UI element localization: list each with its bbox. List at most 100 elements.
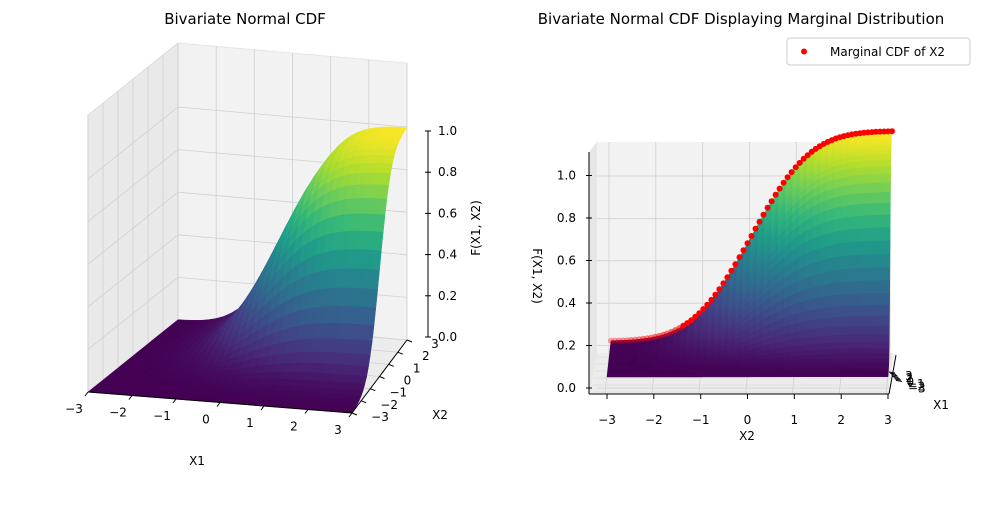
marginal-cdf-point xyxy=(784,174,791,181)
left-y-tick-label: 1 xyxy=(413,361,421,375)
right-surface-patch xyxy=(876,154,885,161)
right-surface-patch xyxy=(817,375,826,377)
marginal-cdf-point xyxy=(764,204,771,211)
right-surface-patch xyxy=(826,208,835,223)
right-surface-patch xyxy=(783,339,792,348)
right-surface-patch xyxy=(854,203,863,217)
right-surface-patch xyxy=(826,257,835,273)
right-surface-patch xyxy=(848,184,856,196)
left-surface-patch xyxy=(367,288,378,309)
right-surface-patch xyxy=(867,369,875,372)
marginal-cdf-point xyxy=(744,240,751,247)
right-surface-patch xyxy=(796,369,805,373)
right-x2-tick-label: −1 xyxy=(692,413,710,427)
right-surface-patch xyxy=(868,267,877,282)
right-surface-patch xyxy=(860,358,869,363)
marginal-cdf-point xyxy=(752,225,759,232)
right-surface-patch xyxy=(847,204,856,218)
marginal-cdf-point xyxy=(756,218,763,225)
right-surface-patch xyxy=(883,154,892,161)
right-x1-tick-label: 2 xyxy=(906,371,914,385)
right-surface-patch xyxy=(867,365,875,369)
right-surface-patch xyxy=(883,173,891,183)
left-surface-patch xyxy=(361,340,373,356)
right-surface-patch xyxy=(861,215,870,229)
right-surface-patch xyxy=(691,375,699,378)
right-surface-patch xyxy=(812,273,820,289)
left-z-tick-label: 0.2 xyxy=(438,289,457,303)
right-surface-patch xyxy=(811,318,820,330)
left-x-tick xyxy=(84,391,89,397)
right-surface-patch xyxy=(819,284,827,298)
right-x2-tick-label: 2 xyxy=(837,413,845,427)
right-surface-patch xyxy=(854,293,862,306)
right-surface-patch xyxy=(811,358,819,364)
marginal-cdf-point xyxy=(748,233,755,239)
right-surface-patch xyxy=(855,160,864,169)
marginal-cdf-point xyxy=(720,280,727,287)
left-z-axis-label: F(X1, X2) xyxy=(469,200,483,256)
right-surface-patch xyxy=(832,362,840,366)
right-surface-patch xyxy=(833,294,841,308)
right-surface-patch xyxy=(804,328,813,339)
marginal-cdf-point xyxy=(768,198,775,205)
right-surface-patch xyxy=(869,154,878,161)
right-surface-patch xyxy=(862,154,871,162)
marginal-cdf-point xyxy=(616,337,622,344)
right-surface-patch xyxy=(868,240,877,255)
right-surface-patch xyxy=(875,315,883,327)
right-surface-patch xyxy=(825,362,833,366)
right-surface-patch xyxy=(854,316,862,327)
left-x-tick-label: 0 xyxy=(202,413,210,427)
right-surface-patch xyxy=(797,337,806,346)
right-z-tick-label: 0.2 xyxy=(557,339,576,353)
left-surface xyxy=(87,126,408,413)
right-surface-patch xyxy=(883,182,891,193)
right-surface-patch xyxy=(832,358,840,363)
right-surface-patch xyxy=(804,362,812,367)
marginal-cdf-point xyxy=(636,336,643,343)
right-surface-patch xyxy=(883,145,892,151)
right-surface-patch xyxy=(853,362,861,366)
right-surface-patch xyxy=(853,369,861,372)
right-surface-patch xyxy=(838,369,847,372)
right-surface-patch xyxy=(790,345,799,353)
left-y-tick xyxy=(370,388,376,392)
marginal-cdf-point xyxy=(640,335,647,342)
left-surface-patch xyxy=(369,269,380,290)
marginal-cdf-point xyxy=(889,128,895,135)
right-surface-patch xyxy=(833,206,842,221)
right-surface-patch xyxy=(677,375,685,378)
right-surface-patch xyxy=(883,159,892,167)
left-x-tick xyxy=(128,395,133,400)
right-surface-patch xyxy=(846,334,855,343)
right-surface-patch xyxy=(790,363,798,367)
right-surface-patch xyxy=(848,193,856,206)
right-surface-patch xyxy=(845,375,854,377)
right-surface-patch xyxy=(848,175,856,186)
right-surface-patch xyxy=(881,334,890,343)
left-surface-patch xyxy=(354,383,366,392)
right-surface-patch xyxy=(839,362,847,366)
right-x1-tick-label: −2 xyxy=(908,379,926,393)
right-surface-patch xyxy=(818,335,827,344)
right-surface-patch xyxy=(818,358,826,364)
right-surface-patch xyxy=(874,358,883,363)
right-surface-patch xyxy=(783,351,792,358)
right-surface-patch xyxy=(790,355,798,361)
right-surface-patch xyxy=(853,348,862,355)
left-z-tick-label: 0.0 xyxy=(438,330,457,344)
right-surface-patch xyxy=(825,335,834,344)
right-surface-patch xyxy=(847,281,855,295)
marginal-cdf-point xyxy=(800,155,807,162)
right-surface-patch xyxy=(818,327,827,337)
left-surface-patch xyxy=(391,135,402,141)
right-surface-patch xyxy=(876,142,885,147)
right-surface-patch xyxy=(860,348,869,355)
left-y-tick-label: 0 xyxy=(404,374,412,388)
right-surface-patch xyxy=(875,214,884,229)
right-surface-patch xyxy=(705,375,713,378)
left-grid-line xyxy=(87,106,179,180)
right-surface-patch xyxy=(839,326,848,336)
left-surface-patch xyxy=(384,155,395,165)
